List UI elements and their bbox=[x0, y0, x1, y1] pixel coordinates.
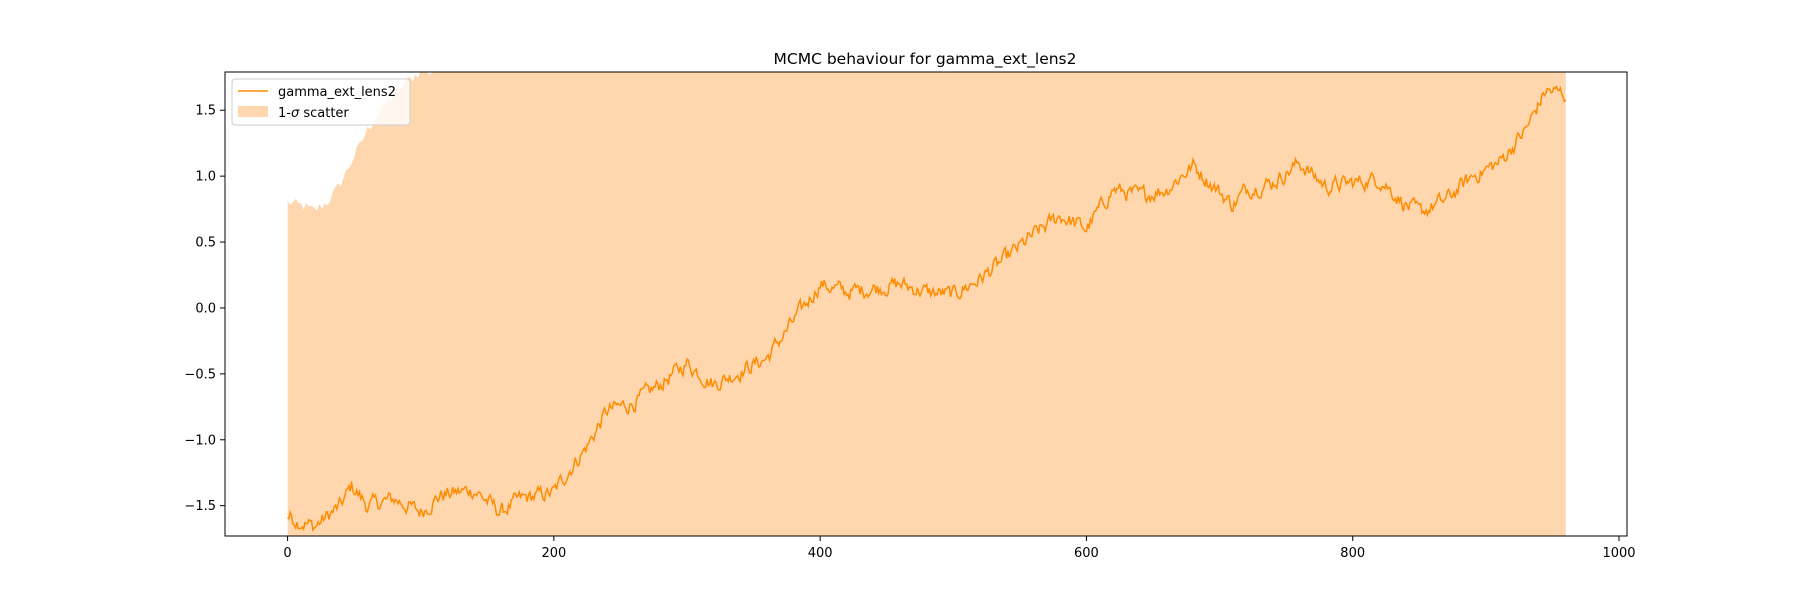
x-tick-label: 800 bbox=[1340, 546, 1365, 561]
x-axis: 0 200 400 600 800 1000 bbox=[283, 536, 1636, 561]
legend: gamma_ext_lens2 1-σ scatter bbox=[231, 78, 411, 126]
y-tick-label: 1.0 bbox=[195, 170, 216, 185]
x-tick-label: 600 bbox=[1074, 546, 1099, 561]
y-tick-label: −1.0 bbox=[184, 433, 216, 448]
x-tick-label: 1000 bbox=[1602, 546, 1635, 561]
y-tick-label: −1.5 bbox=[184, 499, 216, 514]
y-tick-label: 0.5 bbox=[195, 236, 216, 251]
y-tick-label: 1.5 bbox=[195, 104, 216, 119]
plot-area bbox=[287, 72, 1567, 536]
legend-band-swatch bbox=[238, 106, 268, 117]
x-tick-label: 0 bbox=[283, 546, 291, 561]
legend-label-scatter: 1-σ scatter bbox=[278, 106, 349, 121]
x-tick-label: 400 bbox=[808, 546, 833, 561]
legend-box bbox=[231, 78, 411, 126]
plot-frame bbox=[224, 71, 1628, 537]
gamma-ext-lens2-line bbox=[287, 84, 1567, 533]
y-tick-label: −0.5 bbox=[184, 367, 216, 382]
y-axis: −1.5 −1.0 −0.5 0.0 0.5 1.0 1.5 bbox=[184, 104, 225, 514]
x-tick-label: 200 bbox=[541, 546, 566, 561]
y-tick-label: 0.0 bbox=[195, 301, 216, 316]
sigma-scatter-band bbox=[287, 72, 1566, 536]
chart-title: MCMC behaviour for gamma_ext_lens2 bbox=[774, 50, 1077, 69]
legend-label-gamma: gamma_ext_lens2 bbox=[278, 85, 396, 100]
